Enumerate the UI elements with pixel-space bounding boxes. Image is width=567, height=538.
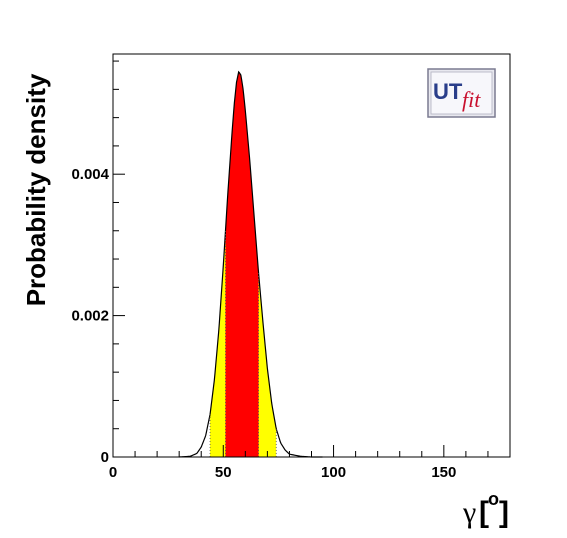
y-tick-label: 0 bbox=[101, 449, 109, 466]
density-curve bbox=[179, 70, 323, 458]
y-axis-title: Probability density bbox=[21, 73, 51, 306]
x-tick-label: 150 bbox=[431, 464, 456, 481]
x-tick-label: 50 bbox=[215, 464, 232, 481]
x-tick-label: 100 bbox=[321, 464, 346, 481]
x-axis-title: γ [ o ] bbox=[462, 489, 509, 529]
x-axis-title-open-bracket: [ bbox=[479, 496, 489, 529]
tick-labels: 0 50 100 150 0 0.002 0.004 bbox=[71, 166, 456, 481]
interval-boundaries bbox=[209, 230, 277, 457]
utfit-logo: UT fit bbox=[427, 68, 496, 118]
y-tick-label: 0.002 bbox=[71, 308, 109, 325]
logo-fit-text: fit bbox=[462, 87, 481, 112]
x-axis-title-close-bracket: ] bbox=[499, 496, 509, 529]
x-tick-label: 0 bbox=[109, 464, 117, 481]
y-tick-label: 0.004 bbox=[71, 166, 109, 183]
x-axis-title-unit: o bbox=[488, 489, 499, 509]
confidence-fills bbox=[210, 71, 277, 458]
x-axis-title-symbol: γ bbox=[462, 496, 476, 529]
interval-68-fill bbox=[225, 71, 259, 458]
logo-ut-text: UT bbox=[433, 79, 463, 104]
axis-ticks bbox=[112, 60, 511, 458]
